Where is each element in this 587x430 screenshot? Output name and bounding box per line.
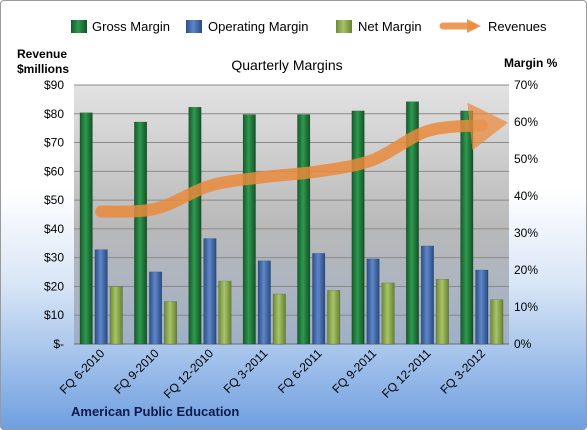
bar-gross-margin [297,114,311,345]
left-tick-label: $80 [44,107,64,121]
right-tick-label: 20% [514,263,538,277]
revenue-line [95,102,509,218]
revenue-series [95,102,509,218]
x-tick-label: FQ 9-2010 [111,346,162,397]
right-tick-label: 50% [514,152,538,166]
left-axis-ticks: $- $10 $20 $30 $40 $50 $60 $70 $80 $90 [44,78,64,351]
bar-gross-margin [242,114,256,345]
bar-net-margin [218,280,232,345]
legend-label-gross-margin: Gross Margin [92,19,170,34]
x-tick-label: FQ 6-2011 [275,346,325,396]
bar-gross-margin [460,110,474,345]
right-tick-label: 70% [514,78,538,92]
bar-net-margin [490,299,504,345]
bar-gross-margin [134,121,148,345]
bar-net-margin [164,301,178,345]
bar-operating-margin [475,269,489,345]
footer-label: American Public Education [71,404,239,419]
left-tick-label: $60 [44,164,64,178]
right-tick-label: 30% [514,226,538,240]
left-tick-label: $90 [44,78,64,92]
right-tick-label: 10% [514,300,538,314]
bar-gross-margin [188,106,202,345]
bar-net-margin [272,293,286,345]
left-tick-label: $30 [44,251,64,265]
left-tick-label: $- [53,337,64,351]
bar-operating-margin [312,253,326,345]
legend-swatch-operating-margin [186,20,202,33]
left-tick-label: $40 [44,222,64,236]
left-tick-label: $70 [44,136,64,150]
legend-label-operating-margin: Operating Margin [208,19,308,34]
right-axis-ticks: 0% 10% 20% 30% 40% 50% 60% 70% [514,78,538,351]
legend-arrow-revenues [467,19,481,33]
left-tick-label: $10 [44,308,64,322]
bar-operating-margin [257,260,271,345]
x-tick-label: FQ 3-2012 [437,346,488,397]
bar-net-margin [381,282,395,345]
right-tick-label: 0% [514,337,532,351]
left-axis-title-line2: $millions [17,62,69,76]
legend-item-net-margin: Net Margin [336,19,422,34]
x-tick-label: FQ 6-2010 [57,346,108,397]
x-axis-ticks: FQ 6-2010 FQ 9-2010 FQ 12-2010 FQ 3-2011 FQ … [57,346,488,401]
bar-net-margin [109,286,123,345]
legend-item-revenues: Revenues [439,19,547,34]
bar-net-margin [435,279,449,345]
legend-label-net-margin: Net Margin [358,19,422,34]
bar-net-margin [327,290,341,345]
bar-operating-margin [94,249,108,345]
chart-title: Quarterly Margins [231,57,342,73]
legend: Gross Margin Operating Margin Net Margin… [71,19,547,34]
legend-item-operating-margin: Operating Margin [186,19,308,34]
left-axis-title-line1: Revenue [17,47,67,61]
left-tick-label: $20 [44,279,64,293]
legend-item-gross-margin: Gross Margin [71,19,170,34]
legend-label-revenues: Revenues [488,19,547,34]
legend-swatch-net-margin [336,20,352,33]
x-tick-label: FQ 12-2010 [161,346,216,401]
right-tick-label: 60% [514,115,538,129]
x-tick-label: FQ 12-2011 [379,346,434,401]
x-tick-label: FQ 9-2011 [329,346,379,396]
bar-operating-margin [203,238,217,345]
legend-swatch-gross-margin [71,20,87,33]
bar-operating-margin [366,258,380,345]
left-tick-label: $50 [44,193,64,207]
bar-gross-margin [351,110,365,345]
bar-gross-margin [79,112,93,345]
bar-gross-margin [405,101,419,345]
bar-operating-margin [149,271,163,345]
bar-operating-margin [420,245,434,345]
right-tick-label: 40% [514,189,538,203]
right-axis-title: Margin % [504,56,558,70]
x-tick-label: FQ 3-2011 [221,346,271,396]
